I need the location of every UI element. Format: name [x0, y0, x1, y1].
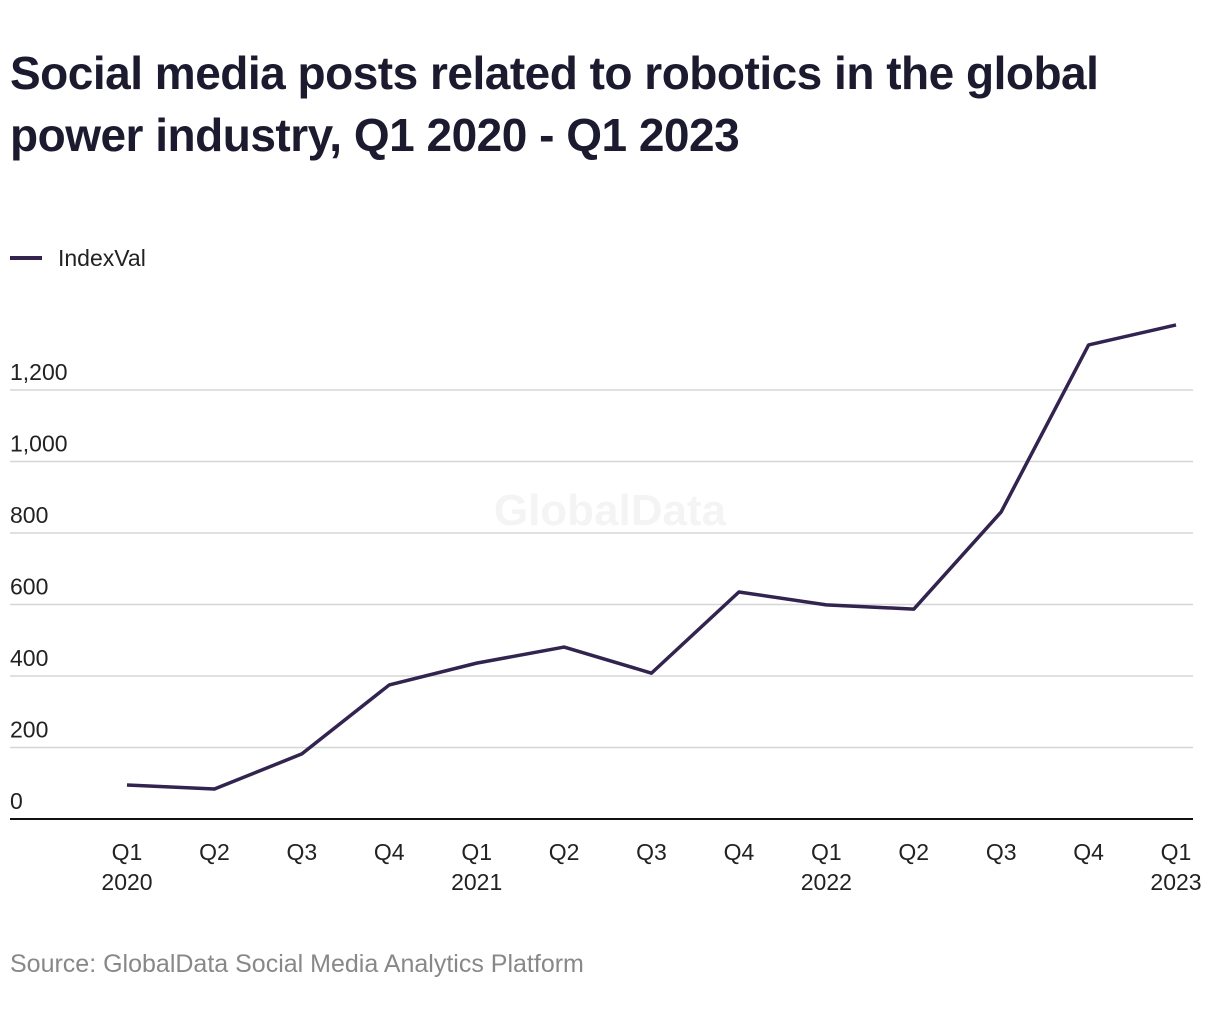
y-tick-label: 600 [10, 574, 48, 600]
x-tick-label: Q4 [724, 839, 755, 865]
source: Source: GlobalData Social Media Analytic… [10, 950, 584, 978]
x-tick-label: Q4 [374, 839, 405, 865]
x-tick-label: Q2 [898, 839, 929, 865]
x-tick-label: Q2 [549, 839, 580, 865]
y-tick-label: 800 [10, 502, 48, 528]
x-tick-label: Q1 2021 [451, 839, 502, 895]
y-tick-label: 1,200 [10, 359, 68, 385]
x-tick-label: Q2 [199, 839, 230, 865]
legend-label: IndexVal [58, 245, 146, 271]
y-tick-label: 400 [10, 645, 48, 671]
watermark: GlobalData [494, 486, 727, 535]
x-tick-label: Q3 [286, 839, 317, 865]
x-tick-label: Q1 2023 [1150, 839, 1201, 895]
line [126, 323, 1177, 791]
x-tick-label: Q3 [986, 839, 1017, 865]
x-tick-label: Q1 2022 [801, 839, 852, 895]
y-tick-label: 200 [10, 717, 48, 743]
y-tick-label: 0 [10, 788, 23, 814]
y-tick-label: 1,000 [10, 431, 68, 457]
chart-title: Social media posts related to robotics i… [10, 47, 1099, 161]
title-box: Social media posts related to robotics i… [10, 47, 1099, 161]
x-tick-label: Q4 [1073, 839, 1104, 865]
x-tick-label: Q3 [636, 839, 667, 865]
x-tick-label: Q1 2020 [101, 839, 152, 895]
